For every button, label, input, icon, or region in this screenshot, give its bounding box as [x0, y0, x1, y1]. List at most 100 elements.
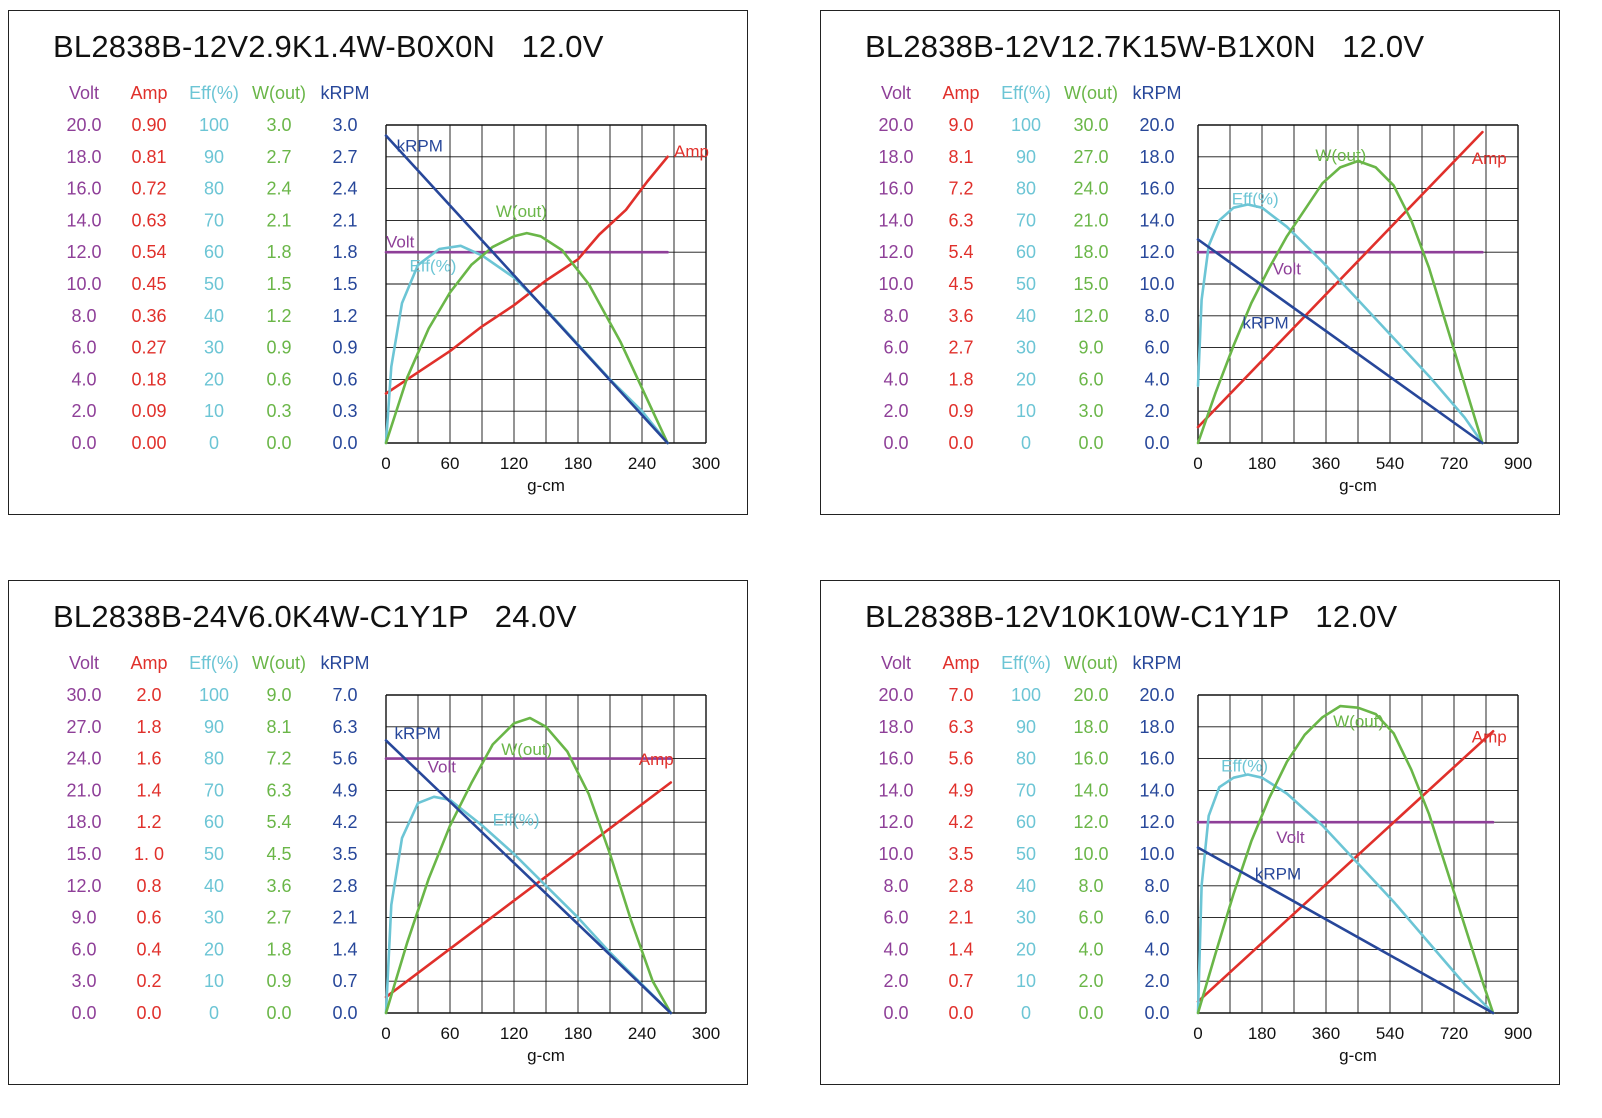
tick-label-amp: 0.27	[131, 338, 166, 358]
x-tick-label: 0	[1193, 1024, 1202, 1043]
chart-panel-4: BL2838B-12V10K10W-C1Y1P 12.0V Volt 0.0 2.0…	[820, 580, 1560, 1085]
x-tick-label: 720	[1440, 454, 1468, 473]
tick-label-wout: 0.0	[266, 1003, 291, 1023]
tick-label-eff: 80	[204, 179, 224, 199]
tick-label-volt: 2.0	[883, 401, 908, 421]
tick-label-volt: 16.0	[878, 179, 913, 199]
tick-label-wout: 0.3	[266, 401, 291, 421]
tick-label-eff: 100	[1011, 115, 1041, 135]
series-line-eff	[384, 244, 669, 445]
tick-label-krpm: 0.0	[332, 433, 357, 453]
tick-label-wout: 0.9	[266, 971, 291, 991]
tick-label-krpm: 7.0	[332, 685, 357, 705]
tick-label-amp: 0.00	[131, 433, 166, 453]
axis-header-krpm: kRPM	[321, 653, 370, 673]
series-line-amp	[384, 781, 673, 999]
x-tick-label: 120	[500, 1024, 528, 1043]
tick-label-volt: 14.0	[66, 210, 101, 230]
tick-label-eff: 40	[1016, 876, 1036, 896]
tick-label-krpm: 0.0	[1144, 433, 1169, 453]
x-tick-label: 0	[381, 454, 390, 473]
x-tick-label: 540	[1376, 1024, 1404, 1043]
tick-label-wout: 12.0	[1073, 306, 1108, 326]
tick-label-eff: 60	[204, 242, 224, 262]
tick-label-volt: 21.0	[66, 780, 101, 800]
tick-label-krpm: 6.0	[1144, 338, 1169, 358]
x-tick-label: 60	[441, 454, 460, 473]
tick-label-eff: 50	[1016, 274, 1036, 294]
x-tick-label: 180	[564, 454, 592, 473]
tick-label-amp: 2.0	[136, 685, 161, 705]
tick-label-volt: 27.0	[66, 717, 101, 737]
tick-label-krpm: 6.3	[332, 717, 357, 737]
tick-label-amp: 1.6	[136, 749, 161, 769]
tick-label-volt: 20.0	[66, 115, 101, 135]
tick-label-wout: 0.0	[1078, 433, 1103, 453]
tick-label-amp: 1. 0	[134, 844, 164, 864]
tick-label-eff: 10	[204, 401, 224, 421]
tick-label-krpm: 2.0	[1144, 401, 1169, 421]
tick-label-eff: 70	[204, 780, 224, 800]
tick-label-eff: 0	[209, 1003, 219, 1023]
series-label-eff: Eff(%)	[1221, 756, 1268, 775]
tick-label-krpm: 0.7	[332, 971, 357, 991]
x-tick-label: 240	[628, 454, 656, 473]
tick-label-krpm: 14.0	[1139, 210, 1174, 230]
series-line-wout	[1196, 159, 1484, 445]
x-tick-label: 900	[1504, 454, 1532, 473]
x-tick-label: 60	[441, 1024, 460, 1043]
tick-label-volt: 16.0	[66, 179, 101, 199]
tick-label-volt: 6.0	[71, 338, 96, 358]
series-label-eff: Eff(%)	[409, 256, 456, 275]
tick-label-amp: 0.6	[136, 908, 161, 928]
tick-label-wout: 2.1	[266, 210, 291, 230]
tick-label-wout: 2.0	[1078, 971, 1103, 991]
tick-label-wout: 16.0	[1073, 749, 1108, 769]
tick-label-eff: 50	[1016, 844, 1036, 864]
tick-label-wout: 6.3	[266, 780, 291, 800]
tick-label-volt: 12.0	[66, 242, 101, 262]
tick-label-amp: 5.4	[948, 242, 973, 262]
tick-label-amp: 0.8	[136, 876, 161, 896]
tick-label-wout: 20.0	[1073, 685, 1108, 705]
tick-label-eff: 90	[1016, 717, 1036, 737]
tick-label-eff: 0	[1021, 433, 1031, 453]
series-label-eff: Eff(%)	[1232, 190, 1279, 209]
x-tick-label: 120	[500, 454, 528, 473]
axis-header-wout: W(out)	[252, 83, 306, 103]
tick-label-wout: 6.0	[1078, 908, 1103, 928]
tick-label-eff: 70	[1016, 210, 1036, 230]
tick-label-volt: 6.0	[883, 908, 908, 928]
tick-label-amp: 0.2	[136, 971, 161, 991]
tick-label-eff: 30	[204, 908, 224, 928]
tick-label-krpm: 20.0	[1139, 115, 1174, 135]
tick-label-volt: 2.0	[71, 401, 96, 421]
series-label-volt: Volt	[428, 757, 457, 776]
x-tick-label: 180	[1248, 1024, 1276, 1043]
tick-label-volt: 0.0	[71, 433, 96, 453]
tick-label-eff: 10	[1016, 971, 1036, 991]
tick-label-volt: 4.0	[883, 939, 908, 959]
tick-label-wout: 6.0	[1078, 369, 1103, 389]
tick-label-wout: 0.9	[266, 338, 291, 358]
tick-label-volt: 18.0	[66, 147, 101, 167]
series-label-krpm: kRPM	[1242, 314, 1288, 333]
tick-label-wout: 1.8	[266, 939, 291, 959]
tick-label-volt: 14.0	[878, 780, 913, 800]
tick-label-eff: 80	[1016, 749, 1036, 769]
tick-label-amp: 6.3	[948, 210, 973, 230]
plot-grid	[385, 124, 707, 444]
tick-label-amp: 7.2	[948, 179, 973, 199]
tick-label-volt: 8.0	[883, 876, 908, 896]
tick-label-eff: 60	[204, 812, 224, 832]
tick-label-wout: 4.5	[266, 844, 291, 864]
tick-label-wout: 3.0	[266, 115, 291, 135]
tick-label-amp: 0.72	[131, 179, 166, 199]
series-line-wout	[1196, 704, 1495, 1015]
tick-label-amp: 1.4	[136, 780, 161, 800]
tick-label-krpm: 8.0	[1144, 876, 1169, 896]
tick-label-amp: 3.6	[948, 306, 973, 326]
tick-label-wout: 14.0	[1073, 780, 1108, 800]
tick-label-eff: 70	[1016, 780, 1036, 800]
tick-label-volt: 6.0	[883, 338, 908, 358]
